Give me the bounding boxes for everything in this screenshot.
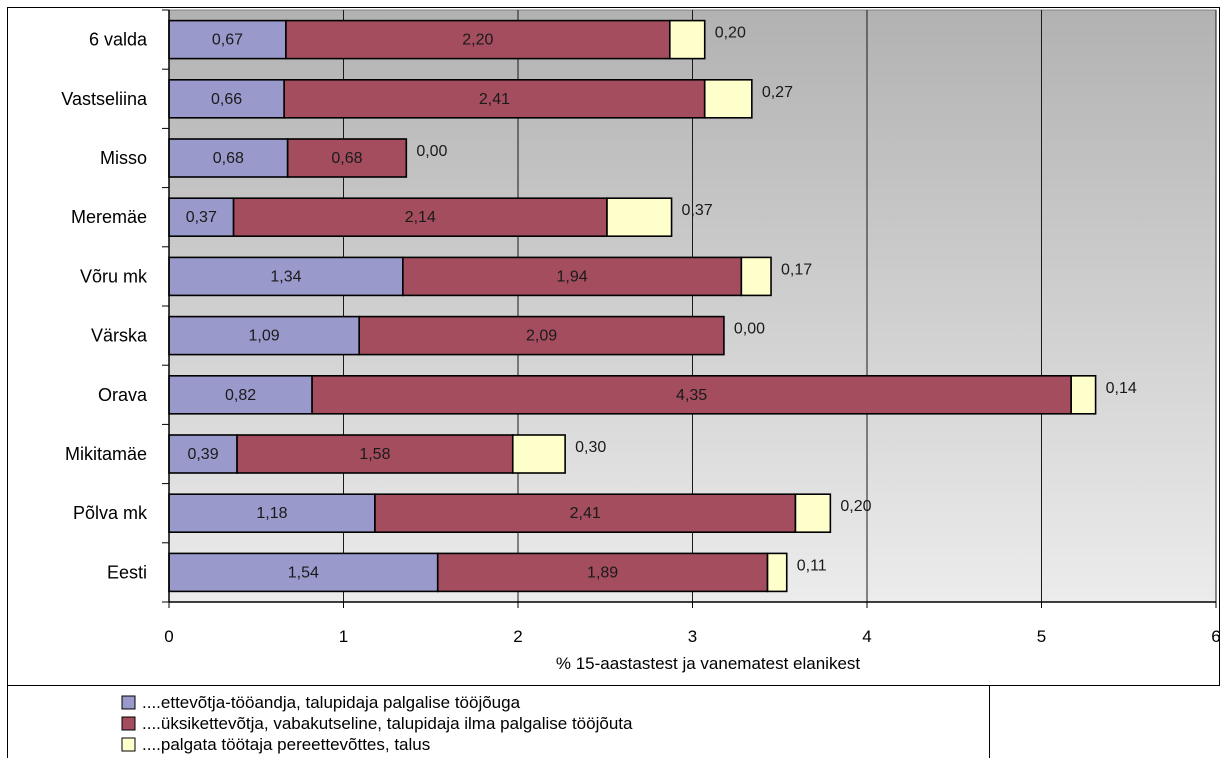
data-label: 0,20: [840, 498, 871, 515]
category-label: Misso: [100, 148, 147, 168]
legend-swatch: [121, 695, 136, 710]
bar-segment-series-2: [374, 493, 797, 534]
bar-segment-series-3: [1070, 374, 1097, 415]
bars-layer: [168, 19, 1097, 593]
data-label: 0,00: [416, 143, 447, 160]
legend-swatch: [121, 716, 136, 731]
data-label: 0,14: [1106, 380, 1137, 397]
bar-segment-series-3: [606, 197, 673, 237]
data-label: 1,09: [249, 328, 280, 345]
x-tick-label: 5: [1037, 627, 1046, 646]
legend-label: ....ettevõtja-tööandja, talupidaja palga…: [142, 693, 521, 712]
bar-segment-series-1: [168, 197, 235, 237]
data-label: 0,00: [734, 321, 765, 338]
legend-box: [7, 685, 990, 758]
bar-segment-series-2: [358, 315, 725, 356]
data-label: 0,39: [187, 446, 218, 463]
data-label: 1,18: [256, 505, 287, 522]
category-label: Orava: [98, 385, 148, 405]
data-label: 2,41: [479, 91, 510, 108]
data-label: 2,09: [526, 328, 557, 345]
category-label: Põlva mk: [73, 503, 148, 523]
category-label: Vastseliina: [61, 89, 148, 109]
category-label: Võru mk: [80, 266, 148, 286]
bar-segment-series-2: [283, 79, 706, 119]
data-label: 1,34: [270, 268, 301, 285]
bar-segment-series-2: [436, 552, 769, 593]
bar-segment-series-1: [168, 138, 289, 178]
data-label: 0,67: [212, 32, 243, 49]
data-label: 0,37: [682, 202, 713, 219]
data-label: 0,11: [797, 557, 827, 574]
bar-segment-series-3: [740, 256, 772, 297]
bar-segment-series-3: [511, 434, 566, 474]
axes-layer: 0 1 2 3 4 5 6: [162, 9, 1221, 646]
x-tick-label: 1: [339, 627, 348, 646]
data-label: 1,89: [587, 564, 618, 581]
x-tick-label: 3: [688, 627, 697, 646]
bar-segment-series-2: [232, 197, 608, 237]
x-tick-label: 4: [862, 627, 871, 646]
data-label: 0,17: [781, 261, 812, 278]
data-label: 1,58: [359, 446, 390, 463]
bar-segment-series-2: [286, 138, 408, 178]
x-axis-title: % 15-aastastest ja vanematest elanikest: [556, 654, 861, 673]
category-label: Eesti: [107, 562, 147, 582]
category-label: Värska: [91, 326, 148, 346]
data-label: 0,37: [186, 209, 217, 226]
x-tick-label: 0: [164, 627, 173, 646]
category-label: Mikitamäe: [65, 444, 147, 464]
legend-label: ....palgata töötaja pereettevõttes, talu…: [142, 735, 430, 754]
legend: ....ettevõtja-tööandja, talupidaja palga…: [121, 693, 633, 754]
labels-layer: 6 valda 0,67 2,20 0,20 Vastseliina 0,66 2,41 0,…: [61, 25, 1137, 583]
bar-segment-series-1: [168, 79, 285, 119]
legend-swatch: [121, 737, 136, 752]
bar-segment-series-2: [285, 19, 671, 60]
bar-segment-series-1: [168, 552, 439, 593]
data-label: 0,82: [225, 387, 256, 404]
data-label: 0,27: [762, 84, 793, 101]
bar-segment-series-1: [168, 315, 361, 356]
bar-segment-series-3: [794, 493, 832, 534]
data-label: 2,14: [405, 209, 436, 226]
bar-segment-series-1: [168, 256, 404, 297]
bar-segment-series-3: [669, 19, 706, 60]
x-tick-label: 2: [513, 627, 522, 646]
data-label: 2,20: [462, 32, 493, 49]
data-label: 0,68: [213, 150, 244, 167]
bar-segment-series-2: [236, 434, 514, 474]
data-label: 0,68: [331, 150, 362, 167]
category-label: Meremäe: [71, 207, 147, 227]
legend-label: ....üksikettevõtja, vabakutseline, talup…: [142, 714, 633, 733]
bar-segment-series-3: [703, 79, 753, 119]
bar-segment-series-3: [766, 552, 788, 593]
data-label: 0,20: [715, 25, 746, 42]
x-tick-label: 6: [1211, 627, 1220, 646]
category-label: 6 valda: [89, 30, 148, 50]
data-label: 4,35: [676, 387, 707, 404]
data-label: 2,41: [570, 505, 601, 522]
data-label: 0,30: [575, 439, 606, 456]
data-label: 0,66: [211, 91, 242, 108]
data-label: 1,54: [288, 564, 319, 581]
data-label: 1,94: [557, 268, 588, 285]
